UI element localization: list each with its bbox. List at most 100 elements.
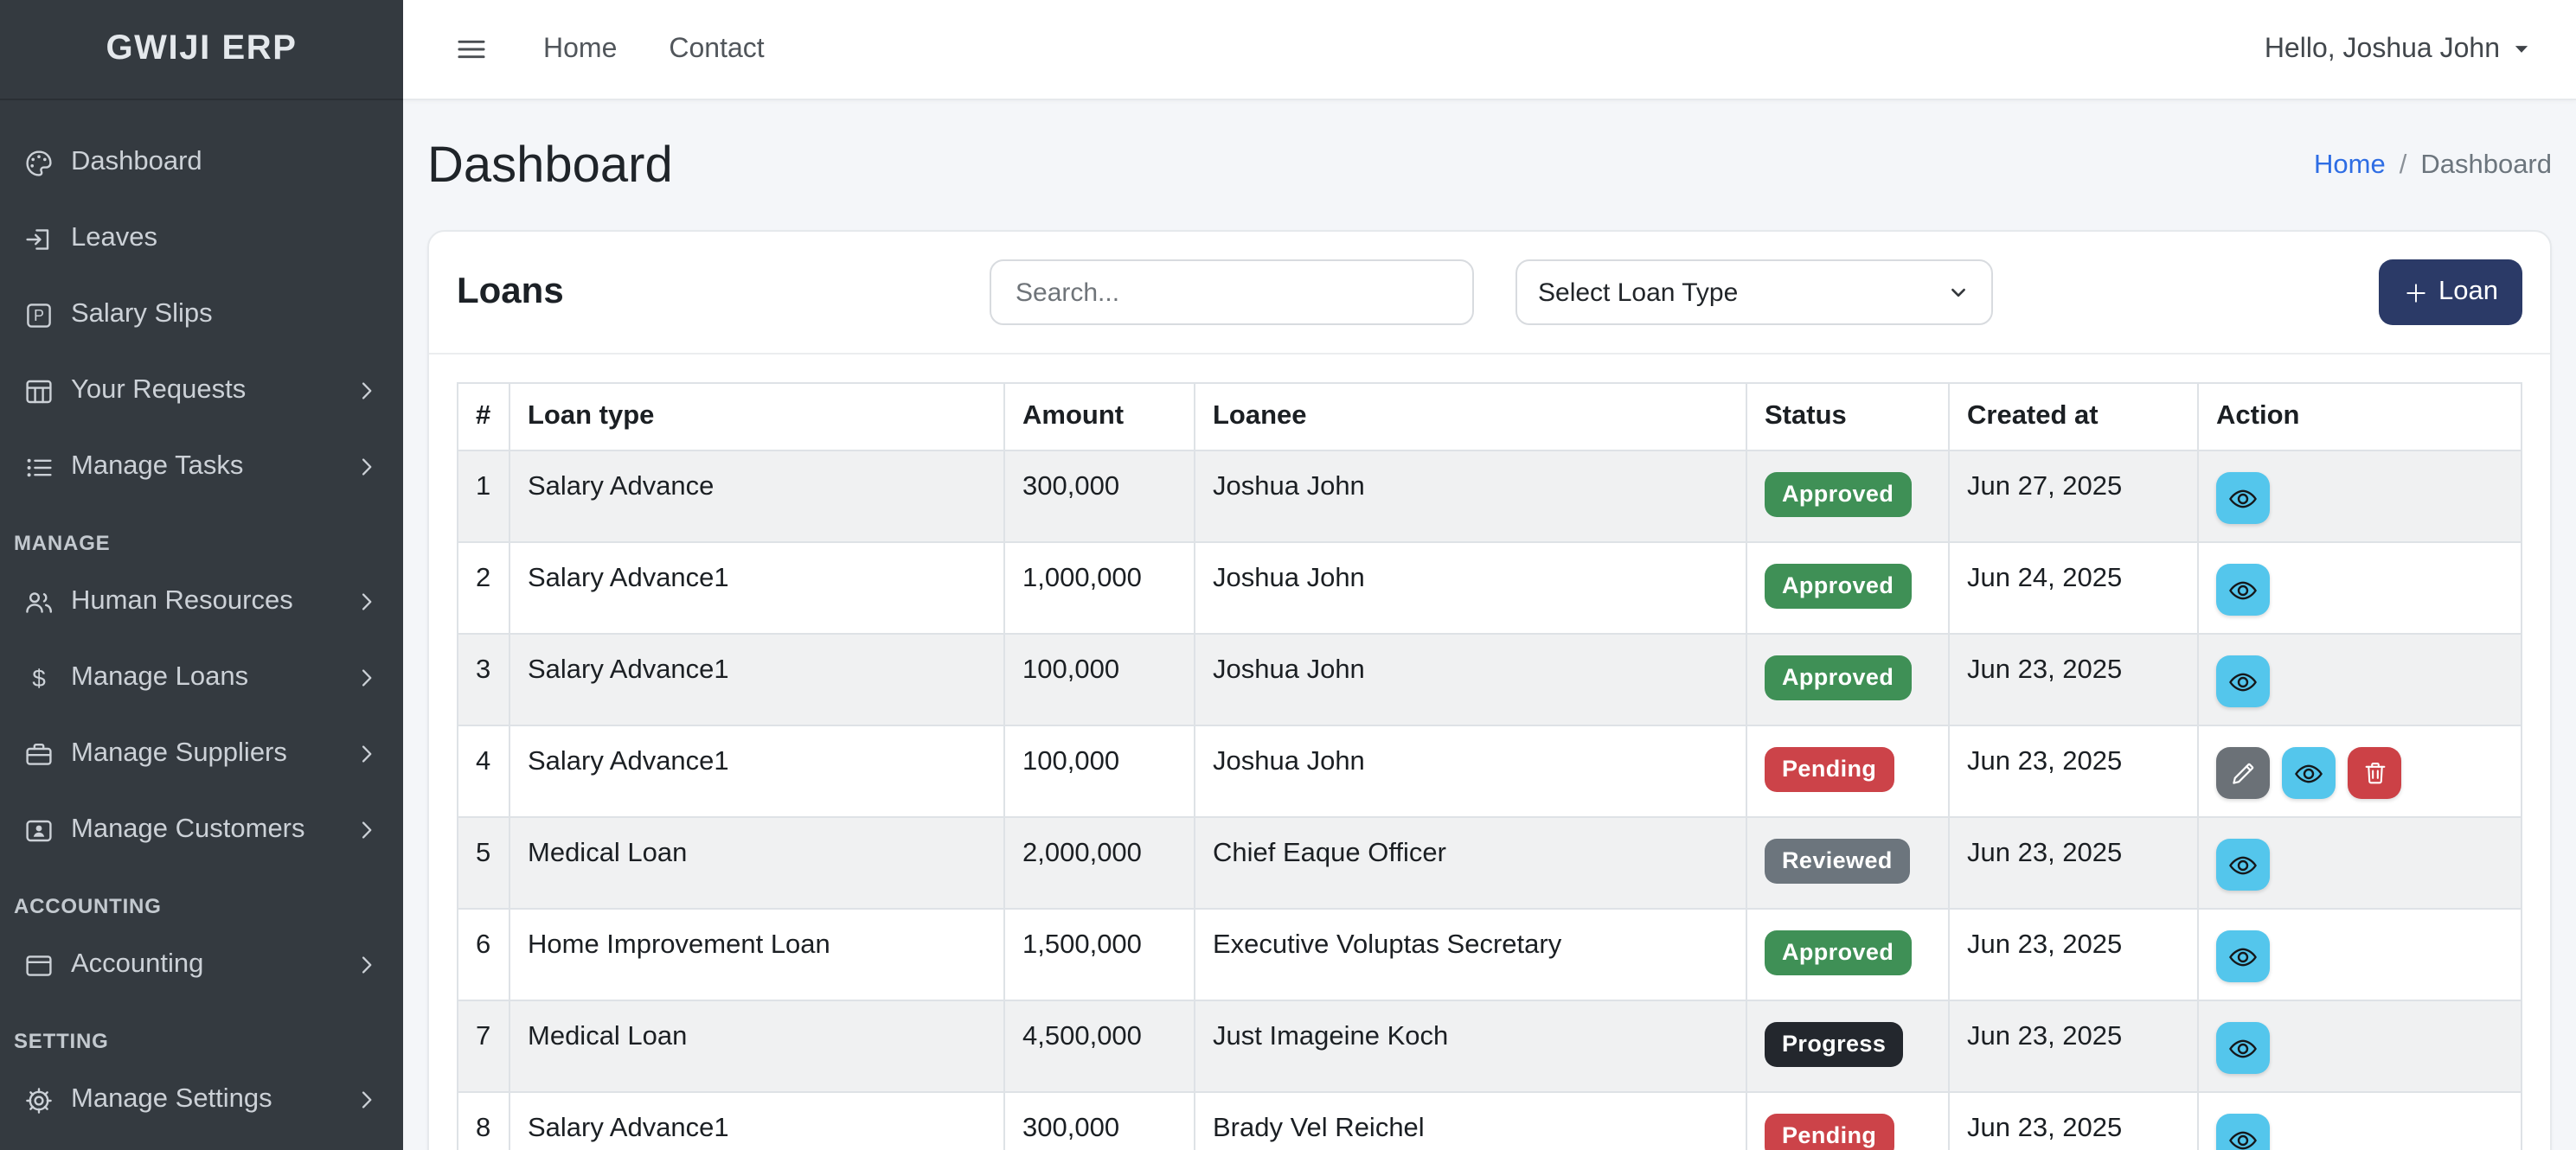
view-loan-button[interactable] <box>2216 930 2270 982</box>
sidebar-item-label: Manage Loans <box>71 662 249 692</box>
nav-link-contact[interactable]: Contact <box>669 34 765 63</box>
sidebar-section-setting: SETTING <box>14 1029 109 1053</box>
nav-link-home[interactable]: Home <box>543 34 618 63</box>
status-cell: Approved <box>1746 541 1950 635</box>
page-header: Dashboard Home / Dashboard <box>427 131 2552 201</box>
action-cell <box>2197 908 2522 1001</box>
status-badge: Approved <box>1765 655 1912 701</box>
chevron-right-icon <box>355 953 379 977</box>
created-at-cell: Jun 23, 2025 <box>1948 725 2199 818</box>
svg-text:P: P <box>34 306 44 323</box>
table-row: 6 Home Improvement Loan 1,500,000 Executive… <box>457 908 2522 1001</box>
user-menu[interactable]: Hello, Joshua John <box>2265 34 2531 65</box>
status-cell: Reviewed <box>1746 816 1950 910</box>
chevron-right-icon <box>355 742 379 766</box>
status-badge: Reviewed <box>1765 839 1910 885</box>
view-loan-button[interactable] <box>2216 839 2270 891</box>
eye-icon <box>2228 1125 2258 1150</box>
sidebar-item-human-resources[interactable]: Human Resources <box>0 564 403 640</box>
table-header-row: # Loan type Amount Loanee Status Created… <box>457 382 2522 451</box>
chevron-right-icon <box>355 818 379 842</box>
row-number-cell: 7 <box>457 1000 510 1093</box>
table-row: 2 Salary Advance1 1,000,000 Joshua John Appr… <box>457 541 2522 635</box>
delete-loan-button[interactable] <box>2348 747 2401 799</box>
loan-type-cell: Salary Advance1 <box>509 633 1005 726</box>
sidebar-item-manage-suppliers[interactable]: Manage Suppliers <box>0 716 403 792</box>
created-at-cell: Jun 23, 2025 <box>1948 633 2199 726</box>
created-at-cell: Jun 23, 2025 <box>1948 816 2199 910</box>
loans-card-body: # Loan type Amount Loanee Status Created… <box>429 355 2550 1150</box>
loan-type-cell: Salary Advance1 <box>509 541 1005 635</box>
view-loan-button[interactable] <box>2216 1022 2270 1074</box>
table-row: 5 Medical Loan 2,000,000 Chief Eaque Office… <box>457 816 2522 910</box>
sidebar-item-manage-settings[interactable]: Manage Settings <box>0 1062 403 1138</box>
view-loan-button[interactable] <box>2282 747 2336 799</box>
main-column: Home Contact Hello, Joshua John Dashboar… <box>403 0 2576 1150</box>
chevron-right-icon <box>355 455 379 479</box>
action-cell <box>2197 816 2522 910</box>
edit-loan-button[interactable] <box>2216 747 2270 799</box>
loanee-cell: Joshua John <box>1194 725 1747 818</box>
col-header-loan-type: Loan type <box>509 382 1005 451</box>
created-at-cell: Jun 23, 2025 <box>1948 908 2199 1001</box>
breadcrumb-separator: / <box>2399 150 2407 180</box>
col-header-num: # <box>457 382 510 451</box>
user-greeting: Hello, Joshua John <box>2264 34 2500 63</box>
table-row: 4 Salary Advance1 100,000 Joshua John Pendin… <box>457 725 2522 818</box>
sidebar-item-manage-tasks[interactable]: Manage Tasks <box>0 429 403 505</box>
palette-icon <box>24 148 54 177</box>
table-row: 7 Medical Loan 4,500,000 Just Imageine Koch… <box>457 1000 2522 1093</box>
view-loan-button[interactable] <box>2216 564 2270 616</box>
row-number-cell: 6 <box>457 908 510 1001</box>
status-badge: Approved <box>1765 930 1912 976</box>
sidebar-item-manage-loans[interactable]: $ Manage Loans <box>0 640 403 716</box>
add-loan-button[interactable]: Loan <box>2378 259 2522 325</box>
sidebar-item-leaves[interactable]: Leaves <box>0 201 403 277</box>
sidebar-item-label: Manage Suppliers <box>71 738 287 768</box>
sidebar-item-dashboard[interactable]: Dashboard <box>0 125 403 201</box>
table-row: 3 Salary Advance1 100,000 Joshua John Approv… <box>457 633 2522 726</box>
loan-type-cell: Salary Advance1 <box>509 725 1005 818</box>
dollar-icon: $ <box>24 663 54 693</box>
status-badge: Pending <box>1765 747 1894 793</box>
add-loan-button-label: Loan <box>2438 277 2498 306</box>
sidebar-item-manage-customers[interactable]: Manage Customers <box>0 792 403 868</box>
loan-type-cell: Salary Advance1 <box>509 1091 1005 1150</box>
people-icon <box>24 587 54 617</box>
row-number-cell: 2 <box>457 541 510 635</box>
search-input[interactable] <box>990 259 1474 325</box>
action-cell <box>2197 1000 2522 1093</box>
breadcrumb-home-link[interactable]: Home <box>2314 150 2386 180</box>
view-loan-button[interactable] <box>2216 472 2270 524</box>
action-cell <box>2197 541 2522 635</box>
loan-type-cell: Medical Loan <box>509 1000 1005 1093</box>
sidebar-item-label: Manage Settings <box>71 1084 272 1114</box>
amount-cell: 100,000 <box>1003 633 1195 726</box>
sidebar-section-accounting: ACCOUNTING <box>14 894 162 918</box>
sidebar-item-label: Accounting <box>71 949 204 979</box>
view-loan-button[interactable] <box>2216 1114 2270 1150</box>
sidebar-item-accounting[interactable]: Accounting <box>0 927 403 1003</box>
sidebar-item-salary-slips[interactable]: P Salary Slips <box>0 277 403 353</box>
action-cell <box>2197 450 2522 543</box>
action-cell <box>2197 725 2522 818</box>
status-cell: Pending <box>1746 725 1950 818</box>
loan-type-cell: Salary Advance <box>509 450 1005 543</box>
status-badge: Pending <box>1765 1114 1894 1150</box>
loanee-cell: Brady Vel Reichel <box>1194 1091 1747 1150</box>
loan-type-cell: Home Improvement Loan <box>509 908 1005 1001</box>
sidebar-item-label: Salary Slips <box>71 299 213 329</box>
row-number-cell: 1 <box>457 450 510 543</box>
loan-type-select[interactable]: Select Loan Type <box>1515 259 1993 325</box>
hamburger-menu-icon[interactable] <box>455 33 488 66</box>
loanee-cell: Executive Voluptas Secretary <box>1194 908 1747 1001</box>
table-row: 1 Salary Advance 300,000 Joshua John Approve… <box>457 450 2522 543</box>
action-cell <box>2197 633 2522 726</box>
col-header-amount: Amount <box>1003 382 1195 451</box>
sidebar-item-your-requests[interactable]: Your Requests <box>0 353 403 429</box>
amount-cell: 300,000 <box>1003 450 1195 543</box>
created-at-cell: Jun 23, 2025 <box>1948 1091 2199 1150</box>
app-brand: GWIJI ERP <box>0 0 403 100</box>
sidebar-item-label: Dashboard <box>71 147 202 176</box>
view-loan-button[interactable] <box>2216 655 2270 707</box>
